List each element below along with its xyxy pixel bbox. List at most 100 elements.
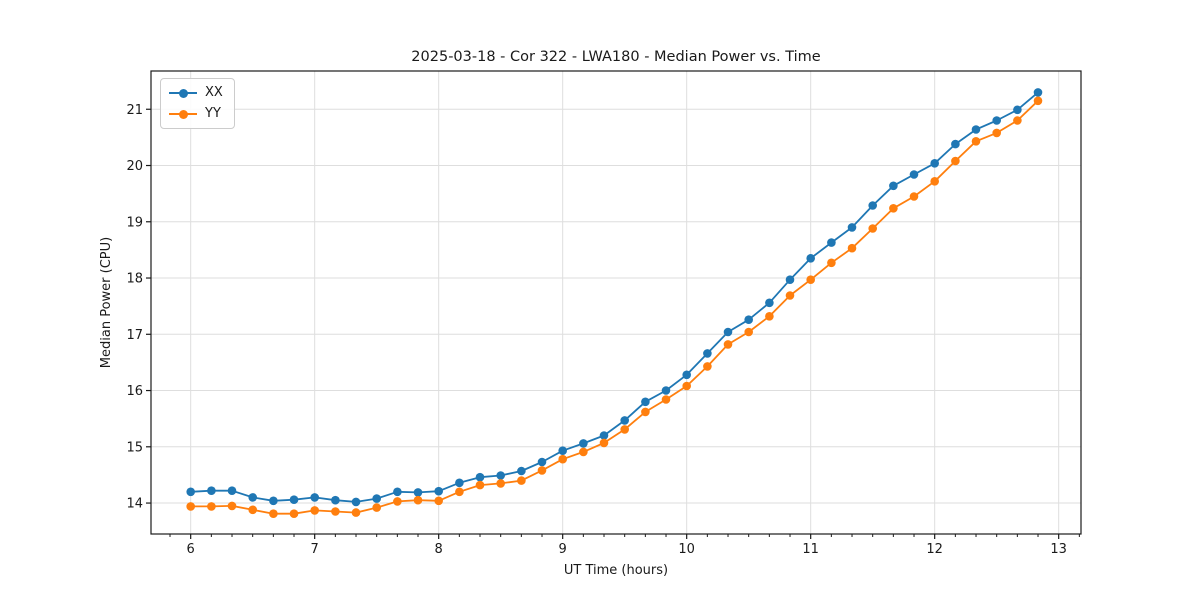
x-tick-label: 8: [435, 542, 443, 557]
data-point-xx: [496, 471, 506, 480]
data-point-yy: [868, 224, 877, 233]
data-point-xx: [1013, 105, 1022, 115]
data-point-yy: [599, 438, 609, 448]
data-point-xx: [785, 275, 795, 285]
data-point-yy: [393, 497, 402, 506]
data-point-xx: [682, 370, 691, 380]
data-point-xx: [372, 494, 382, 503]
y-tick-label: 18: [126, 272, 143, 287]
data-point-xx: [579, 439, 588, 448]
data-point-xx: [393, 487, 402, 497]
data-point-yy: [951, 156, 960, 166]
legend-label-yy: YY: [205, 106, 221, 121]
y-tick-label: 16: [126, 384, 143, 399]
data-point-xx: [599, 431, 609, 440]
data-point-yy: [806, 275, 815, 285]
data-point-yy: [971, 137, 981, 146]
data-point-xx: [889, 181, 898, 191]
data-point-xx: [289, 495, 299, 505]
data-point-yy: [909, 192, 919, 201]
series-yy-line: [189, 99, 1039, 515]
data-point-xx: [661, 386, 671, 395]
data-point-yy: [1013, 116, 1022, 125]
x-tick-label: 11: [802, 542, 819, 557]
data-point-yy: [558, 454, 567, 464]
data-point-xx: [331, 495, 340, 505]
data-point-yy: [351, 508, 361, 517]
grid: [151, 71, 1081, 534]
data-point-yy: [455, 487, 464, 497]
data-point-yy: [289, 509, 299, 518]
data-point-xx: [868, 201, 877, 210]
series-yy-markers: [186, 96, 1043, 518]
y-tick-label: 14: [126, 497, 143, 512]
axis-ticks: [146, 108, 1080, 539]
data-point-yy: [992, 128, 1001, 138]
data-point-yy: [248, 505, 257, 515]
data-point-yy: [372, 503, 382, 512]
data-point-xx: [620, 416, 629, 425]
data-point-xx: [703, 349, 712, 358]
data-point-xx: [413, 488, 423, 497]
data-point-yy: [765, 312, 774, 321]
data-point-xx: [744, 315, 753, 325]
series-xx-markers: [186, 88, 1043, 507]
y-tick-label: 21: [126, 103, 143, 118]
data-point-xx: [434, 486, 444, 496]
data-point-xx: [992, 116, 1001, 125]
data-point-yy: [827, 258, 836, 268]
data-point-yy: [785, 291, 795, 300]
data-point-xx: [455, 478, 464, 488]
data-point-xx: [269, 496, 278, 506]
y-axis-label: Median Power (CPU): [99, 237, 114, 368]
data-point-yy: [475, 480, 485, 490]
data-point-xx: [827, 238, 836, 247]
data-point-yy: [641, 407, 650, 417]
data-point-xx: [186, 487, 195, 497]
data-point-yy: [517, 476, 526, 485]
legend-line-marker-yy-icon: [169, 109, 197, 119]
data-series: [186, 88, 1043, 518]
data-point-yy: [496, 479, 506, 488]
data-point-xx: [930, 159, 939, 168]
data-point-xx: [971, 125, 981, 134]
chart-title: 2025-03-18 - Cor 322 - LWA180 - Median P…: [411, 49, 820, 65]
series-xx-line: [189, 91, 1039, 503]
legend-item-yy: YY: [169, 105, 223, 123]
data-point-yy: [269, 509, 278, 518]
data-point-yy: [661, 395, 671, 404]
data-point-yy: [579, 447, 588, 457]
data-point-yy: [847, 243, 857, 253]
data-point-yy: [723, 340, 733, 349]
data-point-xx: [517, 466, 526, 476]
data-point-xx: [765, 298, 774, 308]
data-point-xx: [227, 486, 237, 496]
data-point-xx: [248, 493, 257, 502]
y-tick-label: 19: [126, 215, 143, 230]
data-point-yy: [434, 496, 444, 506]
data-point-yy: [331, 507, 340, 516]
x-tick-label: 12: [926, 542, 943, 557]
x-tick-label: 7: [311, 542, 319, 557]
data-point-yy: [682, 381, 691, 391]
plot-frame: [150, 70, 1082, 535]
data-point-yy: [1033, 96, 1043, 106]
x-tick-label: 6: [187, 542, 195, 557]
data-point-yy: [537, 466, 547, 475]
x-tick-label: 13: [1050, 542, 1067, 557]
data-point-xx: [951, 139, 960, 149]
data-point-yy: [186, 502, 195, 511]
data-point-xx: [475, 472, 485, 482]
data-point-xx: [847, 223, 857, 232]
legend-line-marker-xx-icon: [169, 88, 197, 98]
data-point-yy: [889, 204, 898, 213]
data-point-xx: [909, 170, 919, 179]
data-point-xx: [537, 457, 547, 467]
y-tick-label: 20: [126, 159, 143, 174]
data-point-xx: [806, 253, 815, 263]
data-point-yy: [227, 501, 237, 511]
data-point-yy: [703, 362, 712, 371]
data-point-xx: [1033, 88, 1043, 97]
